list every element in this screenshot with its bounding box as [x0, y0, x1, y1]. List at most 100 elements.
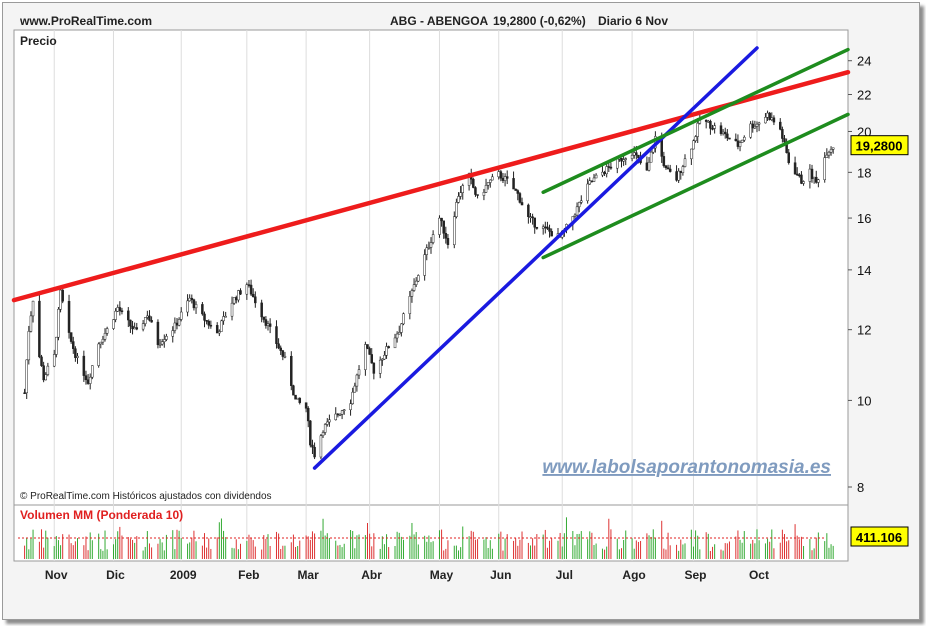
watermark-text: www.labolsaporantonomasia.es — [542, 457, 831, 478]
price-bar-body — [158, 343, 162, 346]
price-bar-body — [395, 333, 399, 339]
price-bar-body — [696, 122, 699, 137]
price-bar-body — [755, 123, 759, 127]
price-bar-body — [793, 162, 797, 175]
price-bar-body — [163, 339, 166, 342]
price-bar-body — [736, 140, 740, 147]
price-tick-label: 18 — [857, 165, 871, 180]
price-bar-body — [666, 167, 670, 170]
price-bar-body — [484, 185, 488, 193]
price-bar-body — [387, 346, 390, 349]
price-bar-body — [726, 133, 729, 139]
price-bar-body — [787, 152, 790, 163]
time-tick-label: Oct — [749, 568, 769, 582]
volume-layer — [18, 517, 834, 559]
price-bar-body — [179, 311, 183, 320]
price-bar-body — [254, 296, 257, 304]
price-bar-body — [527, 204, 530, 218]
price-bar-body — [668, 168, 672, 172]
price-bar-body — [635, 152, 638, 156]
price-bar-body — [461, 185, 465, 193]
price-bar-body — [218, 331, 221, 334]
price-bar-body — [664, 165, 668, 168]
price-bar-body — [721, 131, 725, 134]
price-bar-body — [825, 154, 829, 158]
price-bar-body — [827, 151, 831, 156]
price-bar-body — [366, 344, 369, 349]
price-bar-body — [201, 304, 204, 315]
copyright-text: © ProRealTime.com Históricos ajustados c… — [20, 491, 272, 502]
price-bar-body — [764, 117, 767, 124]
price-bar-body — [624, 158, 627, 160]
time-tick-label: Ago — [622, 568, 645, 582]
price-bar-body — [632, 152, 636, 156]
price-bar-body — [400, 323, 403, 333]
price-bar-body — [605, 166, 608, 175]
price-bar-body — [135, 327, 139, 330]
price-bar-body — [349, 403, 352, 411]
price-bar-body — [429, 242, 433, 248]
price-bar-body — [38, 300, 41, 358]
price-tick-label: 16 — [857, 211, 871, 226]
price-bar-body — [423, 254, 426, 276]
price-bar-body — [719, 125, 723, 134]
price-bar-body — [516, 190, 520, 194]
price-bar-body — [662, 156, 666, 167]
price-bar-body — [683, 158, 687, 167]
price-bar-body — [239, 290, 242, 295]
price-bar-body — [814, 176, 818, 183]
price-bar-body — [230, 302, 234, 317]
price-bar-body — [455, 202, 458, 218]
last-volume-label: 411.106 — [856, 530, 902, 545]
price-bar-body — [171, 330, 175, 337]
price-bar-body — [260, 302, 263, 318]
candles-layer — [23, 110, 835, 460]
price-bar-body — [186, 300, 189, 313]
price-bar-body — [99, 341, 103, 345]
price-bar-body — [476, 194, 479, 196]
price-bar-body — [548, 228, 551, 232]
price-bar-body — [713, 125, 716, 129]
price-bar-body — [97, 343, 100, 366]
price-bar-body — [679, 170, 683, 173]
price-bar-body — [175, 322, 179, 326]
price-bar-body — [491, 176, 494, 181]
price-bar-body — [723, 131, 727, 135]
price-bar-body — [444, 233, 448, 239]
price-bar-body — [766, 112, 769, 118]
price-bar-body — [577, 202, 581, 208]
price-bar-body — [105, 328, 109, 334]
price-bar-body — [649, 151, 653, 163]
price-bar-body — [232, 297, 236, 304]
time-tick-label: 2009 — [170, 568, 197, 582]
price-bar-body — [533, 217, 536, 228]
time-tick-label: Abr — [361, 568, 382, 582]
price-bar-body — [505, 176, 509, 179]
price-bar-body — [431, 234, 435, 243]
price-tick-label: 10 — [857, 393, 871, 408]
price-tick-label: 24 — [857, 54, 871, 69]
time-tick-label: Mar — [297, 568, 319, 582]
price-bar-body — [810, 168, 814, 179]
price-bar-body — [586, 183, 589, 202]
price-bar-body — [194, 304, 198, 309]
price-bar-body — [321, 432, 325, 437]
time-tick-label: Feb — [238, 568, 259, 582]
price-bar-body — [588, 180, 592, 185]
price-bar-body — [603, 171, 606, 175]
price-bar-body — [417, 275, 420, 282]
price-bar-body — [482, 192, 486, 196]
price-bar-body — [783, 138, 786, 143]
price-bar-body — [67, 300, 71, 333]
price-bar-body — [207, 320, 210, 326]
price-bar-body — [372, 362, 376, 374]
price-bar-body — [173, 322, 177, 331]
price-bar-body — [222, 316, 225, 322]
price-bar-body — [292, 385, 295, 396]
price-bar-body — [235, 297, 238, 301]
price-bar-body — [336, 413, 340, 416]
price-bar-body — [440, 217, 443, 222]
price-bar-body — [609, 166, 613, 169]
price-bar-body — [245, 284, 249, 295]
price-bar-body — [472, 178, 475, 188]
